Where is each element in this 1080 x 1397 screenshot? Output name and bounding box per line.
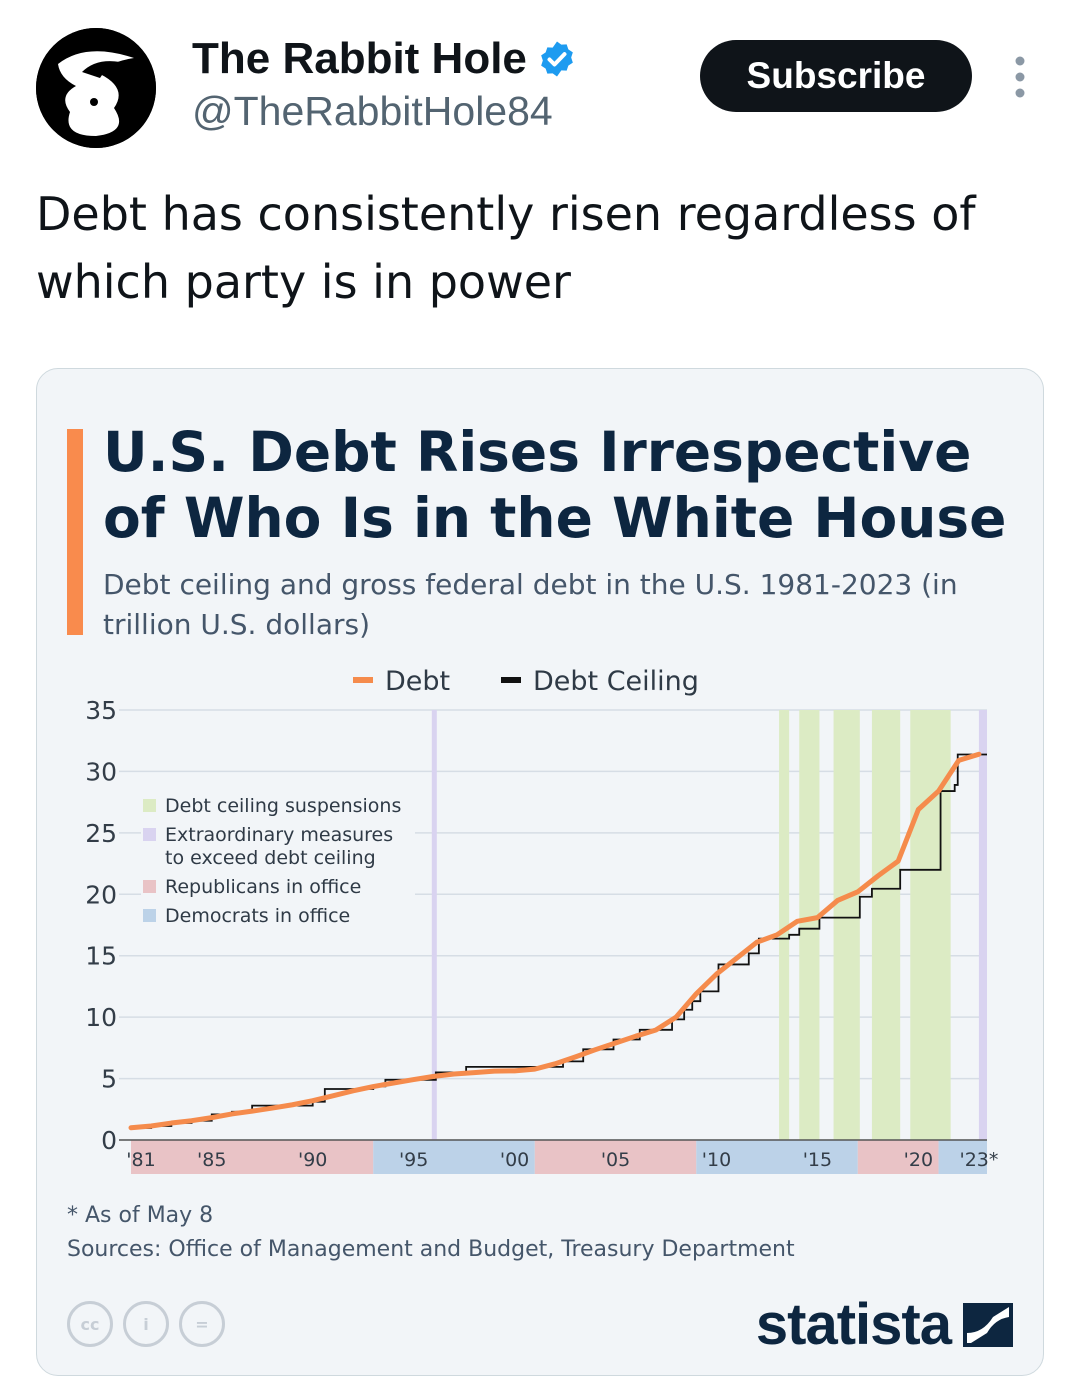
more-options-icon[interactable]: [1004, 54, 1036, 100]
party-band-republican: [131, 1140, 374, 1174]
x-tick-label: '15: [803, 1149, 832, 1171]
attribution-icon: i: [123, 1301, 169, 1347]
license-icons: cc i =: [67, 1301, 225, 1347]
party-band-democrat: [938, 1140, 987, 1174]
display-name[interactable]: The Rabbit Hole: [192, 34, 527, 83]
legend-label-debt: Debt: [385, 666, 450, 697]
chart-note: * As of May 8: [67, 1203, 214, 1228]
cc-license-icon: cc: [67, 1301, 113, 1347]
inset-legend-label: to exceed debt ceiling: [165, 847, 376, 869]
y-tick-label: 25: [85, 819, 117, 848]
inset-legend-label: Republicans in office: [165, 876, 361, 898]
inset-legend-swatch: [143, 799, 156, 812]
title-accent-bar: [67, 429, 83, 635]
inset-legend-label: Extraordinary measures: [165, 824, 393, 846]
y-tick-label: 5: [101, 1065, 117, 1094]
y-tick-label: 20: [85, 880, 117, 909]
extraordinary-measures-band: [978, 710, 987, 1140]
inset-legend-swatch: [143, 909, 156, 922]
x-tick-label: '85: [197, 1149, 226, 1171]
x-tick-label: '81: [126, 1149, 155, 1171]
subscribe-button[interactable]: Subscribe: [700, 40, 972, 112]
verified-badge-icon: [541, 41, 573, 77]
inset-legend-swatch: [143, 880, 156, 893]
x-tick-label: '95: [399, 1149, 428, 1171]
party-band-democrat: [696, 1140, 858, 1174]
x-tick-label: '10: [702, 1149, 731, 1171]
legend-label-ceiling: Debt Ceiling: [533, 666, 699, 697]
inset-legend-label: Debt ceiling suspensions: [165, 795, 401, 817]
y-tick-label: 35: [85, 696, 117, 725]
inset-legend: [141, 791, 415, 935]
suspension-band: [799, 710, 820, 1140]
y-tick-label: 30: [85, 757, 117, 786]
no-derivatives-icon: =: [179, 1301, 225, 1347]
party-band-republican: [857, 1140, 939, 1174]
suspension-band: [833, 710, 860, 1140]
author-handle[interactable]: @TheRabbitHole84: [192, 88, 553, 134]
x-tick-label: '90: [298, 1149, 327, 1171]
legend-swatch-ceiling: [501, 677, 521, 683]
y-tick-label: 0: [101, 1126, 117, 1155]
statista-wordmark: statista: [755, 1292, 952, 1357]
party-band-republican: [534, 1140, 697, 1174]
x-tick-label: '20: [904, 1149, 933, 1171]
party-band-democrat: [373, 1140, 535, 1174]
extraordinary-measures-band: [431, 710, 437, 1140]
post-text: Debt has consistently risen regardless o…: [36, 187, 976, 309]
suspension-band: [779, 710, 790, 1140]
x-tick-label: '05: [601, 1149, 630, 1171]
y-tick-label: 15: [85, 942, 117, 971]
y-tick-label: 10: [85, 1003, 117, 1032]
inset-legend-label: Democrats in office: [165, 905, 350, 927]
author-name-row: The Rabbit Hole: [192, 34, 577, 84]
inset-legend-swatch: [143, 828, 156, 841]
chart-image-card[interactable]: U.S. Debt Rises Irrespective of Who Is i…: [36, 368, 1044, 1376]
chart-sources: Sources: Office of Management and Budget…: [67, 1237, 795, 1262]
debt-chart: 0 5 10 15 20 25 30 35 '81 '85 '90 '95 '00 '05 '10 '15 '2…: [85, 666, 998, 1174]
x-tick-label: '23*: [959, 1149, 998, 1171]
chart-title: U.S. Debt Rises Irrespective of Who Is i…: [103, 420, 1007, 550]
suspension-band: [910, 710, 951, 1140]
avatar[interactable]: [36, 28, 156, 148]
inset-legend-background: [141, 791, 415, 935]
x-tick-label: '00: [500, 1149, 529, 1171]
legend-swatch-debt: [353, 677, 373, 683]
chart-subtitle: Debt ceiling and gross federal debt in t…: [103, 568, 958, 641]
statista-brand: statista: [756, 1291, 1013, 1358]
rabbit-logo-icon: [36, 28, 156, 148]
statista-logo-icon: [963, 1302, 1013, 1347]
suspension-band: [871, 710, 901, 1140]
